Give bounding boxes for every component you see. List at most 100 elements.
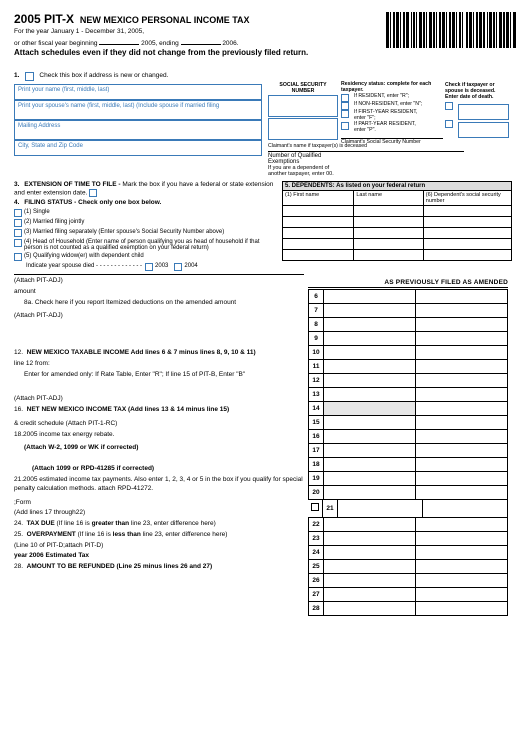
amount-row-8: 8 (308, 318, 508, 332)
prev-amount[interactable] (324, 318, 416, 331)
amended-amount[interactable] (416, 444, 508, 457)
amount-row-11: 11 (308, 360, 508, 374)
amended-amount[interactable] (416, 430, 508, 443)
amended-amount[interactable] (416, 518, 508, 531)
prev-amount[interactable] (324, 588, 416, 601)
fy-begin-field[interactable] (99, 37, 139, 45)
prev-amount[interactable] (324, 518, 416, 531)
city-field[interactable]: City, State and Zip Code (14, 140, 262, 156)
prev-amount[interactable] (324, 574, 416, 587)
address-change-checkbox[interactable] (25, 72, 34, 81)
yr-2004[interactable] (174, 263, 182, 271)
prev-amount[interactable] (324, 444, 416, 457)
amended-amount[interactable] (416, 602, 508, 615)
amended-amount[interactable] (416, 546, 508, 559)
line-num: 28 (308, 602, 324, 615)
amended-amount[interactable] (416, 486, 508, 499)
ssn-label: SOCIAL SECURITY NUMBER (268, 82, 338, 94)
amended-amount[interactable] (416, 374, 508, 387)
amended-amount[interactable] (416, 560, 508, 573)
fy-end-field[interactable] (181, 37, 221, 45)
prev-amount[interactable] (324, 304, 416, 317)
dod-spouse-date[interactable] (458, 122, 509, 138)
amended-amount[interactable] (416, 318, 508, 331)
line-num: 15 (308, 416, 324, 429)
amount-row-6: 6 (308, 290, 508, 304)
amended-amount[interactable] (416, 532, 508, 545)
amount-row-19: 19 (308, 472, 508, 486)
prev-amount[interactable] (324, 430, 416, 443)
amended-amount[interactable] (416, 332, 508, 345)
amount-row-28: 28 (308, 602, 508, 616)
dep-row[interactable] (282, 206, 512, 217)
ssn-spouse[interactable] (268, 118, 338, 140)
fs-mfs[interactable] (14, 229, 22, 237)
line-num: 7 (308, 304, 324, 317)
prev-amount[interactable] (324, 360, 416, 373)
fs-mfj[interactable] (14, 219, 22, 227)
fs-hoh[interactable] (14, 239, 22, 247)
line-num: 11 (308, 360, 324, 373)
name-field[interactable]: Print your name (first, middle, last) (14, 84, 262, 100)
line-num: 23 (308, 532, 324, 545)
amended-amount[interactable] (423, 500, 508, 517)
prev-amount[interactable] (324, 532, 416, 545)
fs-single[interactable] (14, 209, 22, 217)
amended-amount[interactable] (416, 360, 508, 373)
line-num: 9 (308, 332, 324, 345)
amended-amount[interactable] (416, 346, 508, 359)
amended-amount[interactable] (416, 388, 508, 401)
res-r-box[interactable] (341, 94, 349, 102)
prev-amount[interactable] (324, 458, 416, 471)
res-n-box[interactable] (341, 102, 349, 110)
header: 2005 PIT-X NEW MEXICO PERSONAL INCOME TA… (14, 12, 516, 68)
amended-amount[interactable] (416, 458, 508, 471)
dep-row[interactable] (282, 239, 512, 250)
amount-row-23: 23 (308, 532, 508, 546)
dod-spouse-check[interactable] (445, 120, 453, 128)
prev-amount[interactable] (324, 486, 416, 499)
amended-amount[interactable] (416, 402, 508, 415)
spouse-field[interactable]: Print your spouse's name (first, middle,… (14, 100, 262, 120)
amended-amount[interactable] (416, 290, 508, 303)
line21-checkbox[interactable] (311, 503, 319, 511)
prev-amount[interactable] (324, 346, 416, 359)
dod-taxpayer-date[interactable] (458, 104, 509, 120)
q1-num: 1. (14, 72, 19, 79)
fs-widow[interactable] (14, 253, 22, 261)
amount-row-9: 9 (308, 332, 508, 346)
mailing-field[interactable]: Mailing Address (14, 120, 262, 140)
amount-row-10: 10 (308, 346, 508, 360)
line-num: 26 (308, 574, 324, 587)
ssn-taxpayer[interactable] (268, 95, 338, 117)
amended-amount[interactable] (416, 304, 508, 317)
amount-row-20: 20 (308, 486, 508, 500)
line-num: 20 (308, 486, 324, 499)
prev-amount[interactable] (324, 602, 416, 615)
prev-amount[interactable] (324, 416, 416, 429)
res-p-box[interactable] (341, 122, 349, 130)
prev-amount[interactable] (338, 500, 423, 517)
dod-column: Check if taxpayer or spouse is deceased.… (445, 82, 509, 177)
dep-row[interactable] (282, 250, 512, 261)
amended-amount[interactable] (416, 574, 508, 587)
prev-amount[interactable] (324, 546, 416, 559)
yr-2003[interactable] (145, 263, 153, 271)
dep-row[interactable] (282, 228, 512, 239)
prev-amount[interactable] (324, 388, 416, 401)
line-num: 13 (308, 388, 324, 401)
prev-amount[interactable] (324, 332, 416, 345)
dep-row[interactable] (282, 217, 512, 228)
amended-amount[interactable] (416, 472, 508, 485)
prev-amount[interactable] (324, 374, 416, 387)
extension-checkbox[interactable] (89, 189, 97, 197)
res-f-box[interactable] (341, 110, 349, 118)
prev-amount[interactable] (324, 560, 416, 573)
amended-amount[interactable] (416, 416, 508, 429)
prev-amount[interactable] (324, 472, 416, 485)
prev-amount[interactable] (324, 402, 416, 415)
amount-row-27: 27 (308, 588, 508, 602)
prev-amount[interactable] (324, 290, 416, 303)
amended-amount[interactable] (416, 588, 508, 601)
dod-taxpayer-check[interactable] (445, 102, 453, 110)
